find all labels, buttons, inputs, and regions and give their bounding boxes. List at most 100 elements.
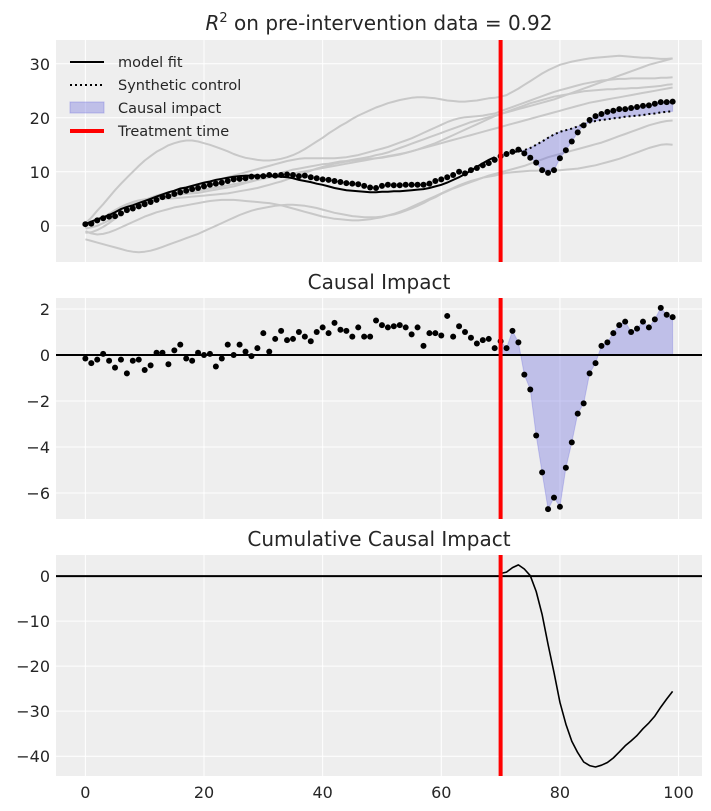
x-tick-label: 80 [550, 783, 570, 802]
observed-point [373, 185, 380, 191]
impact-point [634, 325, 641, 332]
impact-point [669, 314, 676, 321]
observed-point [355, 181, 362, 188]
impact-point [384, 324, 391, 331]
observed-point [491, 156, 498, 163]
observed-point [622, 106, 629, 113]
observed-point [218, 179, 225, 186]
observed-point [171, 190, 178, 197]
observed-point [289, 172, 296, 179]
impact-point [438, 332, 445, 339]
control-line-control-1 [84, 54, 673, 224]
observed-point [325, 176, 332, 183]
observed-point [521, 150, 528, 157]
impact-point [373, 317, 380, 324]
observed-point [450, 172, 457, 179]
impact-point [224, 341, 231, 348]
impact-point [610, 330, 617, 337]
y-tick-labels: 0 10 20 30 [30, 55, 50, 236]
impact-point [628, 329, 635, 336]
observed-point [663, 99, 670, 106]
observed-point [272, 172, 279, 179]
impact-point [100, 350, 107, 357]
observed-point [562, 147, 569, 154]
impact-point [456, 323, 463, 330]
observed-point [319, 176, 326, 183]
observed-point [88, 220, 95, 227]
legend-label: Synthetic control [118, 78, 241, 94]
observed-point [384, 181, 391, 188]
impact-point [408, 331, 415, 338]
impact-point [230, 352, 237, 359]
impact-point [177, 341, 184, 348]
legend-entry-synthetic-control: Synthetic control [70, 78, 241, 94]
x-tick-label: 40 [312, 783, 332, 802]
observed-point [248, 173, 255, 180]
observed-point [260, 173, 267, 180]
observed-point [313, 175, 320, 182]
legend-label: Causal impact [118, 101, 221, 117]
y-tick-label: 20 [30, 109, 50, 128]
impact-point [266, 348, 273, 355]
synthetic-control-line [500, 110, 673, 157]
observed-point [598, 111, 605, 117]
impact-point [485, 335, 492, 342]
impact-point [509, 327, 516, 334]
impact-point [580, 400, 587, 407]
observed-point [82, 221, 89, 228]
observed-point [135, 203, 142, 210]
observed-point [628, 105, 635, 112]
observed-point [278, 172, 285, 179]
observed-point [236, 175, 243, 182]
impact-point [218, 355, 225, 362]
panel-cumulative-impact: −40 −30 −20 −10 0 0 20 40 60 80 100 Cumulative Ca… [16, 527, 702, 802]
y-tick-label: 2 [40, 300, 50, 319]
y-tick-label: −30 [16, 702, 50, 721]
y-tick-label: 10 [30, 163, 50, 182]
impact-point [135, 356, 142, 363]
impact-point [165, 361, 172, 368]
observed-point [206, 181, 213, 188]
impact-point [462, 329, 469, 336]
observed-point [432, 177, 439, 184]
observed-point [242, 175, 249, 182]
observed-point [349, 180, 356, 187]
impact-point [289, 335, 296, 342]
axes-background [56, 40, 702, 262]
gridlines [56, 555, 702, 776]
impact-point [378, 322, 385, 329]
impact-point [117, 356, 124, 363]
observed-point [533, 159, 540, 166]
chart-title: R2 on pre-intervention data = 0.92 [206, 11, 553, 35]
impact-point [88, 360, 95, 367]
observed-point [438, 176, 445, 183]
impact-point [337, 326, 344, 333]
observed-point [212, 180, 219, 187]
impact-point [367, 333, 374, 340]
impact-point [651, 316, 658, 323]
chart-title: Causal Impact [308, 270, 451, 294]
impact-point [562, 464, 569, 471]
x-tick-label: 0 [80, 783, 90, 802]
observed-point [183, 187, 190, 194]
impact-point [533, 432, 540, 439]
observed-point [396, 182, 403, 189]
control-line-control-6 [85, 119, 673, 254]
y-tick-label: −20 [16, 657, 50, 676]
observed-point [94, 217, 101, 224]
observed-point [159, 194, 166, 201]
impact-point [94, 356, 101, 363]
y-tick-labels: −40 −30 −20 −10 0 [16, 567, 50, 766]
y-tick-label: −40 [16, 747, 50, 766]
impact-point [361, 333, 368, 340]
legend-entry-causal-impact: Causal impact [69, 101, 221, 117]
x-tick-label: 60 [431, 783, 451, 802]
impact-point [663, 311, 670, 318]
impact-point [521, 371, 528, 378]
impact-point [592, 360, 599, 367]
legend-patch-icon [69, 101, 105, 114]
observed-point [307, 174, 314, 181]
impact-point [432, 330, 439, 337]
observed-point [153, 196, 160, 203]
legend: model fit Synthetic control Causal impac… [69, 55, 241, 140]
